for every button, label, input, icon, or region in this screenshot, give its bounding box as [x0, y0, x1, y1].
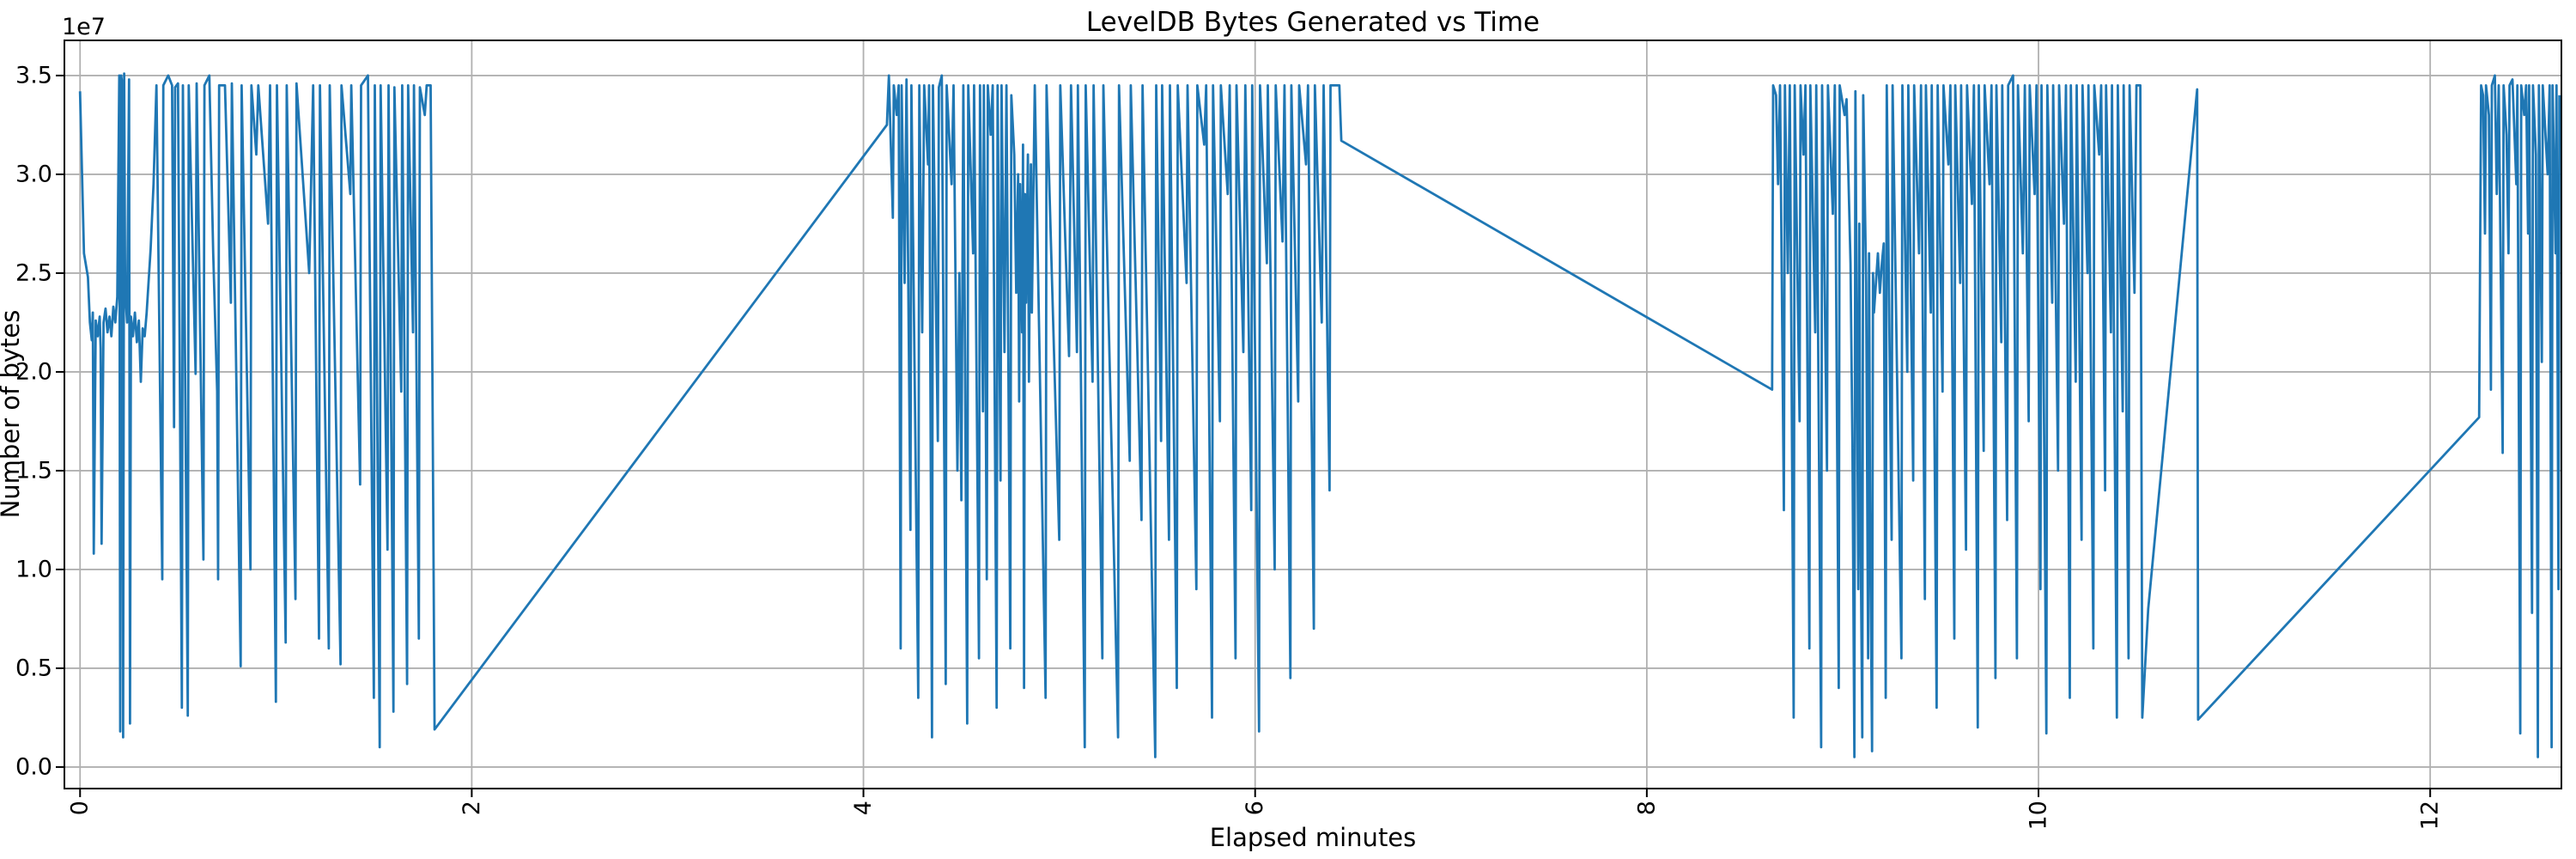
- y-tick-label: 3.0: [15, 161, 52, 187]
- data-line-bytes-generated: [78, 72, 2561, 758]
- y-tick-label: 0.5: [15, 655, 52, 681]
- x-tick-label: 0: [67, 801, 94, 815]
- x-tick-label: 12: [2417, 801, 2444, 830]
- x-tick-label: 6: [1242, 801, 1268, 815]
- y-axis-label: Number of bytes: [0, 310, 25, 519]
- x-axis-label: Elapsed minutes: [1210, 823, 1417, 852]
- y-tick-label: 1.0: [15, 556, 52, 582]
- y-tick-label: 0.0: [15, 753, 52, 780]
- x-tick-label: 8: [1633, 801, 1660, 815]
- chart-title: LevelDB Bytes Generated vs Time: [1086, 7, 1540, 38]
- gridlines: [64, 40, 2561, 789]
- y-offset-label: 1e7: [62, 14, 106, 40]
- y-tick-label: 1.5: [15, 457, 52, 484]
- y-tick-label: 2.5: [15, 259, 52, 286]
- y-tick-label: 2.0: [15, 358, 52, 385]
- x-tick-label: 10: [2026, 801, 2052, 830]
- x-tick-label: 4: [850, 801, 877, 815]
- series-line: [78, 72, 2561, 758]
- axes-spines-and-ticks: [56, 40, 2562, 797]
- tick-labels: 0 2 4 6 8 10 12 0.0 0.5 1.0 1.5 2.0 2.5 3.0 3.5: [15, 62, 2444, 830]
- plot-border: [64, 40, 2562, 789]
- x-tick-label: 2: [459, 801, 485, 815]
- y-tick-label: 3.5: [15, 62, 52, 88]
